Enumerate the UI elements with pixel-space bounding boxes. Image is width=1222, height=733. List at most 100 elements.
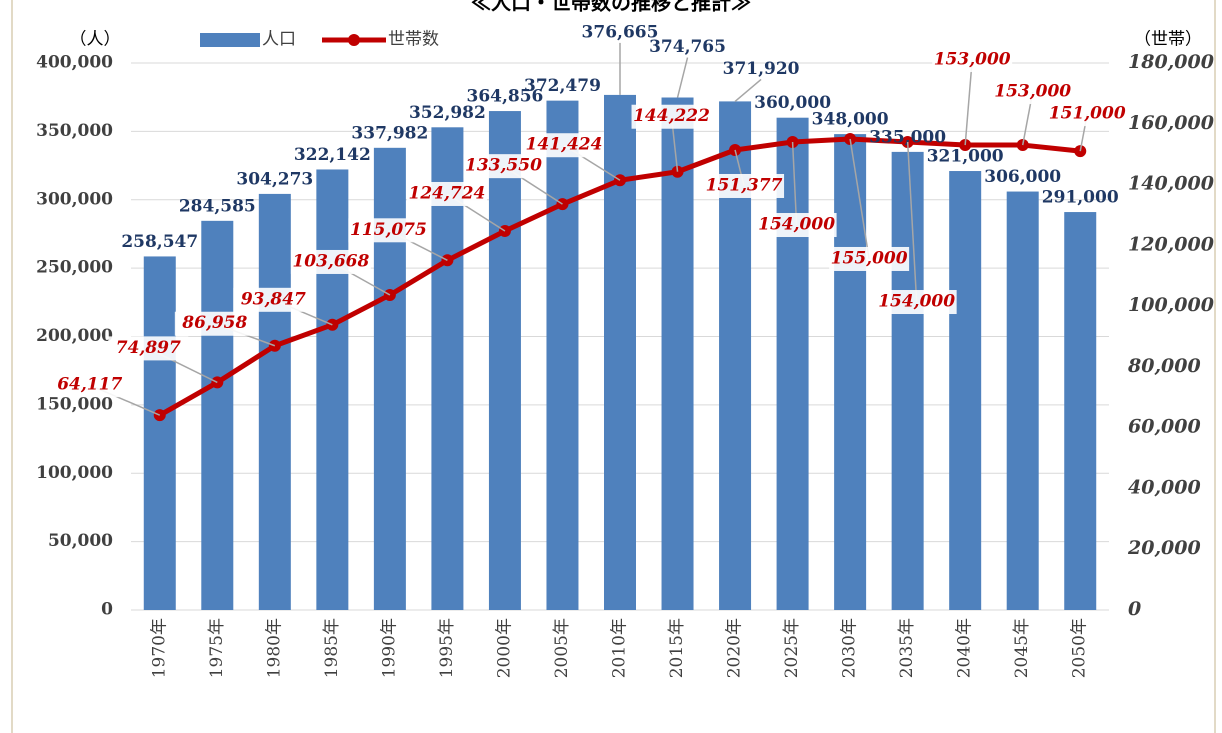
legend-swatch [200, 33, 260, 47]
line-value-label: 124,724 [408, 183, 485, 203]
label-box [756, 213, 837, 238]
x-tick-label: 2040年 [955, 618, 975, 678]
line-value-label: 86,958 [181, 313, 247, 333]
x-tick-label: 2035年 [897, 618, 917, 678]
line-value-label: 74,897 [116, 338, 181, 358]
bar [488, 111, 521, 610]
x-tick-label: 2030年 [840, 618, 860, 678]
line-value-label: 155,000 [831, 248, 908, 268]
y-tick-label: 0 [101, 600, 113, 620]
line-value-label: 154,000 [878, 292, 955, 312]
label-box [233, 287, 314, 312]
line-value-label: 144,222 [633, 106, 710, 126]
bar-value-label: 258,547 [121, 232, 198, 252]
bar [604, 94, 636, 610]
line-value-label: 133,550 [465, 156, 542, 176]
bar [949, 171, 982, 610]
y2-tick-label: 0 [1128, 598, 1141, 620]
line-value-label: 141,424 [526, 135, 603, 155]
label-box [108, 336, 189, 361]
x-tick-label: 2010年 [610, 618, 630, 678]
label-box [876, 290, 957, 315]
y2-tick-label: 160,000 [1128, 112, 1214, 134]
line-value-label: 103,668 [292, 251, 369, 271]
label-box [49, 373, 130, 398]
label-box [704, 173, 785, 198]
leader-line [849, 138, 870, 260]
bar [431, 127, 464, 610]
bar [661, 97, 694, 611]
y-tick-label: 400,000 [36, 53, 113, 73]
x-tick-label: 1995年 [437, 618, 457, 678]
label-box [406, 181, 487, 206]
x-tick-label: 1980年 [264, 618, 284, 678]
label-box [290, 249, 371, 274]
bar [201, 220, 234, 610]
bar-value-label: 322,142 [294, 145, 371, 165]
bar [546, 100, 579, 611]
bar [1006, 191, 1039, 611]
bar-value-label: 304,273 [236, 169, 313, 189]
label-box [348, 218, 429, 243]
bar-value-label: 371,920 [723, 59, 800, 79]
y2-tick-label: 40,000 [1128, 476, 1201, 498]
leader-line [791, 141, 798, 226]
bar-value-label: 372,479 [524, 76, 601, 96]
line-value-label: 153,000 [934, 50, 1011, 70]
label-box [631, 104, 712, 129]
y2-tick-label: 80,000 [1127, 355, 1201, 377]
y-tick-label: 350,000 [36, 121, 113, 141]
line-value-label: 64,117 [57, 375, 122, 395]
bar-value-label: 376,665 [582, 22, 659, 42]
x-tick-label: 1970年 [149, 618, 169, 678]
bar [316, 169, 349, 610]
bar [1064, 212, 1097, 610]
x-tick-label: 2000年 [494, 618, 514, 678]
y2-tick-label: 140,000 [1128, 173, 1214, 195]
line-value-label: 151,377 [706, 175, 783, 195]
bar-value-label: 306,000 [984, 167, 1061, 187]
chart-title: ≪人口・世帯数の推移と推計≫ [471, 0, 751, 15]
line-value-label: 93,847 [241, 289, 306, 309]
bar-value-label: 352,982 [409, 103, 486, 123]
bar-value-label: 335,000 [869, 127, 946, 147]
y-axis-label: （人） [70, 30, 121, 50]
y-tick-label: 300,000 [36, 189, 113, 209]
bar-value-label: 291,000 [1042, 188, 1119, 208]
leader-line [676, 57, 689, 98]
bar [258, 193, 291, 610]
x-tick-label: 2020年 [725, 618, 745, 678]
leader-line [964, 59, 973, 146]
bar-value-label: 374,765 [649, 37, 726, 57]
legend-marker [348, 34, 360, 46]
bar-value-label: 321,000 [927, 147, 1004, 167]
bar [776, 117, 809, 610]
y-tick-label: 150,000 [36, 394, 113, 414]
bar [373, 147, 406, 610]
x-tick-label: 2050年 [1070, 618, 1090, 678]
y2-axis-label: （世帯） [1134, 30, 1202, 50]
bar-value-label: 360,000 [754, 93, 831, 113]
x-tick-label: 2005年 [552, 618, 572, 678]
y-tick-label: 50,000 [48, 531, 113, 551]
label-box [829, 246, 910, 271]
line-marker [1016, 139, 1029, 152]
line-value-label: 151,000 [1049, 104, 1126, 124]
bar [891, 151, 924, 610]
label-box [992, 80, 1073, 105]
x-tick-label: 1990年 [379, 618, 399, 678]
leader-line [734, 78, 762, 102]
bar [143, 256, 176, 610]
y-tick-label: 200,000 [36, 326, 113, 346]
y-tick-label: 250,000 [36, 258, 113, 278]
x-tick-label: 1975年 [207, 618, 227, 678]
bar [834, 134, 867, 611]
line-value-label: 153,000 [994, 82, 1071, 102]
y-tick-label: 100,000 [36, 463, 113, 483]
label-box [932, 48, 1013, 73]
label-box [1047, 102, 1128, 127]
label-box [463, 154, 544, 179]
x-tick-label: 2015年 [667, 618, 687, 678]
legend-label: 世帯数 [388, 30, 439, 50]
